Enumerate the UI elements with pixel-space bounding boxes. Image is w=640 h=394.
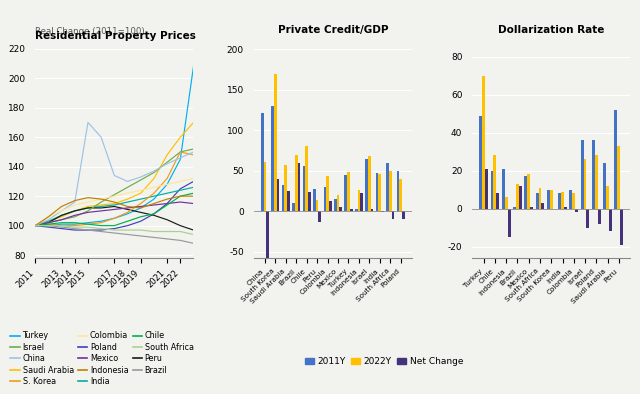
Bar	[386, 163, 389, 211]
Bar	[392, 211, 394, 219]
Bar	[572, 193, 575, 209]
Bar	[313, 189, 316, 211]
Bar	[402, 211, 404, 219]
Bar	[261, 113, 264, 211]
Bar	[397, 171, 399, 211]
Bar	[584, 159, 586, 209]
Bar	[586, 209, 589, 228]
Bar	[513, 207, 516, 209]
Bar	[536, 193, 538, 209]
Bar	[558, 193, 561, 209]
Bar	[527, 175, 530, 209]
Bar	[516, 184, 519, 209]
Bar	[319, 211, 321, 223]
Bar	[337, 195, 339, 211]
Legend: 2011Y, 2022Y, Net Change: 2011Y, 2022Y, Net Change	[305, 357, 463, 366]
Bar	[350, 209, 353, 211]
Bar	[580, 140, 584, 209]
Bar	[292, 203, 295, 211]
Bar	[575, 209, 578, 212]
Bar	[316, 200, 319, 211]
Bar	[618, 146, 620, 209]
Bar	[284, 165, 287, 211]
Bar	[305, 147, 308, 211]
Bar	[371, 209, 373, 211]
Bar	[339, 207, 342, 211]
Bar	[524, 177, 527, 209]
Bar	[530, 207, 533, 209]
Bar	[266, 211, 269, 260]
Bar	[329, 201, 332, 211]
Bar	[381, 211, 384, 212]
Bar	[303, 166, 305, 211]
Bar	[493, 155, 497, 209]
Bar	[298, 164, 300, 211]
Bar	[308, 192, 311, 211]
Bar	[614, 110, 618, 209]
Bar	[497, 193, 499, 209]
Bar	[358, 190, 360, 211]
Bar	[598, 209, 601, 224]
Bar	[538, 188, 541, 209]
Bar	[606, 186, 609, 209]
Bar	[592, 140, 595, 209]
Bar	[595, 155, 598, 209]
Bar	[505, 197, 508, 209]
Bar	[355, 209, 358, 211]
Bar	[519, 186, 522, 209]
Bar	[603, 163, 606, 209]
Bar	[295, 155, 298, 211]
Bar	[271, 106, 274, 211]
Bar	[287, 191, 290, 211]
Text: Real Change (2011=100): Real Change (2011=100)	[35, 27, 145, 36]
Bar	[550, 190, 553, 209]
Bar	[508, 209, 511, 237]
Bar	[479, 115, 482, 209]
Bar	[561, 191, 564, 209]
Bar	[360, 193, 363, 211]
Bar	[547, 190, 550, 209]
Bar	[276, 179, 280, 211]
Bar	[609, 209, 612, 231]
Bar	[344, 175, 347, 211]
Bar	[485, 169, 488, 209]
Bar	[541, 203, 545, 209]
Bar	[389, 171, 392, 211]
Bar	[274, 74, 276, 211]
Bar	[570, 190, 572, 209]
Bar	[264, 162, 266, 211]
Bar	[564, 207, 567, 209]
Bar	[490, 171, 493, 209]
Bar	[399, 179, 402, 211]
Bar	[482, 76, 485, 209]
Legend: Turkey, Israel, China, Saudi Arabia, S. Korea, Colombia, Poland, Mexico, Indones: Turkey, Israel, China, Saudi Arabia, S. …	[10, 331, 194, 386]
Title: Private Credit/GDP: Private Credit/GDP	[278, 25, 388, 35]
Bar	[378, 174, 381, 211]
Bar	[502, 169, 505, 209]
Bar	[368, 156, 371, 211]
Title: Dollarization Rate: Dollarization Rate	[498, 25, 604, 35]
Text: Residential Property Prices: Residential Property Prices	[35, 31, 196, 41]
Bar	[347, 172, 350, 211]
Bar	[282, 185, 284, 211]
Bar	[323, 187, 326, 211]
Bar	[376, 173, 378, 211]
Bar	[620, 209, 623, 245]
Bar	[334, 199, 337, 211]
Bar	[326, 177, 329, 211]
Bar	[365, 159, 368, 211]
